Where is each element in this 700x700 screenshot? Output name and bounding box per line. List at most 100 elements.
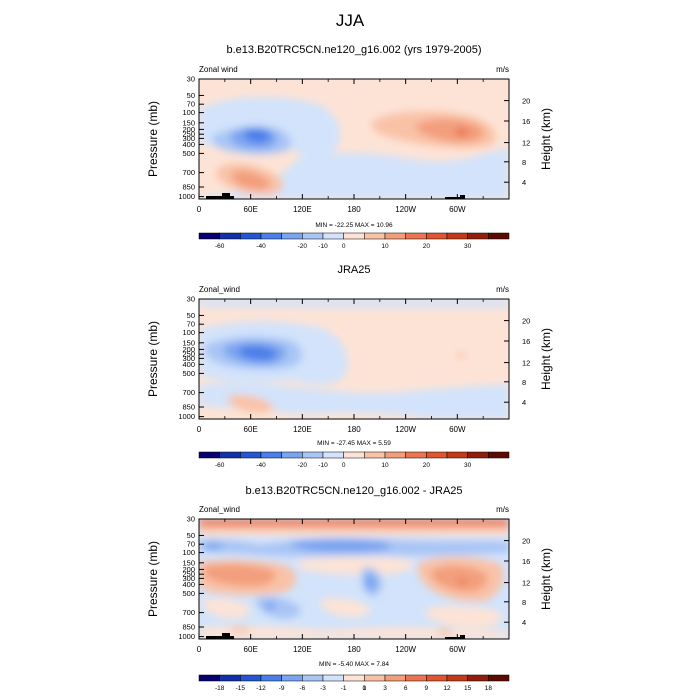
left-label: Zonal_wind bbox=[199, 285, 240, 294]
colorbar-swatch bbox=[302, 232, 324, 240]
y-axis-label: Pressure (mb) bbox=[146, 321, 160, 397]
colorbar-swatch bbox=[302, 451, 324, 459]
y-tick-label: 250 bbox=[182, 130, 195, 139]
topography bbox=[445, 637, 465, 639]
panel-model: b.e13.B20TRC5CN.ne120_g16.002 (yrs 1979-… bbox=[146, 44, 553, 250]
colorbar-swatch bbox=[446, 232, 468, 240]
y-tick-label: 100 bbox=[182, 108, 195, 117]
colorbar-label: -60 bbox=[215, 462, 225, 469]
topography bbox=[460, 195, 465, 199]
y-tick-label: 300 bbox=[182, 354, 195, 363]
y2-tick-label: 4 bbox=[522, 178, 526, 187]
y-tick-label: 200 bbox=[182, 345, 195, 354]
y-tick-label: 70 bbox=[187, 320, 195, 329]
units-label: m/s bbox=[496, 505, 509, 514]
y-tick-label: 70 bbox=[187, 540, 195, 549]
x-tick-label: 60W bbox=[449, 645, 466, 654]
topography bbox=[460, 635, 465, 639]
colorbar-label: 6 bbox=[404, 685, 408, 692]
colorbar-label: 9 bbox=[425, 685, 429, 692]
y2-tick-label: 16 bbox=[522, 337, 530, 346]
colorbar-swatch bbox=[364, 451, 386, 459]
topography bbox=[222, 193, 230, 199]
colorbar-label: 20 bbox=[423, 462, 431, 469]
y-tick-label: 200 bbox=[182, 125, 195, 134]
colorbar-label: -10 bbox=[318, 243, 328, 250]
colorbar-swatch bbox=[302, 674, 324, 682]
colorbar-swatch bbox=[322, 451, 344, 459]
left-label: Zonal_wind bbox=[199, 505, 240, 514]
colorbar-label: 10 bbox=[381, 462, 389, 469]
x-tick-label: 120E bbox=[293, 205, 312, 214]
x-tick-label: 180 bbox=[347, 425, 361, 434]
colorbar-swatch bbox=[405, 451, 427, 459]
topography bbox=[206, 636, 234, 639]
colorbar-swatch bbox=[343, 451, 365, 459]
colorbar-label: 18 bbox=[485, 685, 493, 692]
y2-tick-label: 8 bbox=[522, 378, 526, 387]
colorbar-swatch bbox=[488, 232, 510, 240]
x-tick-label: 0 bbox=[197, 205, 202, 214]
colorbar-label: 3 bbox=[383, 685, 387, 692]
x-tick-label: 120W bbox=[395, 425, 416, 434]
contour-field bbox=[199, 299, 509, 419]
colorbar-label: -60 bbox=[215, 243, 225, 250]
colorbar-label: 0 bbox=[363, 685, 367, 692]
y2-tick-label: 20 bbox=[522, 97, 530, 106]
y-tick-label: 500 bbox=[182, 369, 195, 378]
colorbar-swatch bbox=[488, 451, 510, 459]
min-max-stats: MIN = -5.40 MAX = 7.84 bbox=[319, 661, 389, 668]
colorbar-swatch bbox=[384, 451, 406, 459]
y2-tick-label: 8 bbox=[522, 158, 526, 167]
figure-title: JJA bbox=[336, 11, 365, 30]
colorbar-swatch bbox=[260, 232, 282, 240]
colorbar-swatch bbox=[446, 674, 468, 682]
x-tick-label: 180 bbox=[347, 205, 361, 214]
y-tick-label: 100 bbox=[182, 548, 195, 557]
x-tick-label: 60W bbox=[449, 205, 466, 214]
y2-tick-label: 12 bbox=[522, 139, 530, 148]
colorbar-swatch bbox=[364, 232, 386, 240]
colorbar-swatch bbox=[322, 674, 344, 682]
colorbar-swatch bbox=[198, 451, 220, 459]
colorbar-swatch bbox=[281, 232, 303, 240]
y-tick-label: 700 bbox=[182, 608, 195, 617]
y2-axis-label: Height (km) bbox=[539, 328, 553, 390]
colorbar-swatch bbox=[260, 674, 282, 682]
colorbar-swatch bbox=[384, 674, 406, 682]
y-tick-label: 500 bbox=[182, 589, 195, 598]
y-tick-label: 150 bbox=[182, 338, 195, 347]
left-label: Zonal wind bbox=[199, 65, 238, 74]
colorbar-label: -18 bbox=[215, 685, 225, 692]
y2-tick-label: 16 bbox=[522, 557, 530, 566]
y2-tick-label: 4 bbox=[522, 618, 526, 627]
colorbar-swatch bbox=[426, 674, 448, 682]
y-tick-label: 400 bbox=[182, 580, 195, 589]
colorbar-swatch bbox=[281, 674, 303, 682]
colorbar-swatch bbox=[426, 451, 448, 459]
y-tick-label: 50 bbox=[187, 531, 195, 540]
y-tick-label: 150 bbox=[182, 558, 195, 567]
colorbar-swatch bbox=[426, 232, 448, 240]
y2-tick-label: 20 bbox=[522, 537, 530, 546]
panel-title: b.e13.B20TRC5CN.ne120_g16.002 - JRA25 bbox=[245, 485, 462, 497]
y-tick-label: 850 bbox=[182, 403, 195, 412]
y-tick-label: 1000 bbox=[178, 192, 195, 201]
colorbar-swatch bbox=[405, 232, 427, 240]
y-tick-label: 850 bbox=[182, 183, 195, 192]
colorbar-swatch bbox=[198, 674, 220, 682]
panel-title: b.e13.B20TRC5CN.ne120_g16.002 (yrs 1979-… bbox=[227, 44, 482, 56]
y-tick-label: 250 bbox=[182, 570, 195, 579]
contour-field bbox=[199, 79, 509, 199]
colorbar-swatch bbox=[384, 232, 406, 240]
y-tick-label: 400 bbox=[182, 140, 195, 149]
colorbar-label: 1 bbox=[363, 685, 367, 692]
y-tick-label: 50 bbox=[187, 311, 195, 320]
y2-axis-label: Height (km) bbox=[539, 108, 553, 170]
colorbar-label: 30 bbox=[464, 243, 472, 250]
x-tick-label: 120E bbox=[293, 645, 312, 654]
colorbar-swatch bbox=[343, 232, 365, 240]
y-tick-label: 700 bbox=[182, 168, 195, 177]
colorbar-swatch bbox=[281, 451, 303, 459]
